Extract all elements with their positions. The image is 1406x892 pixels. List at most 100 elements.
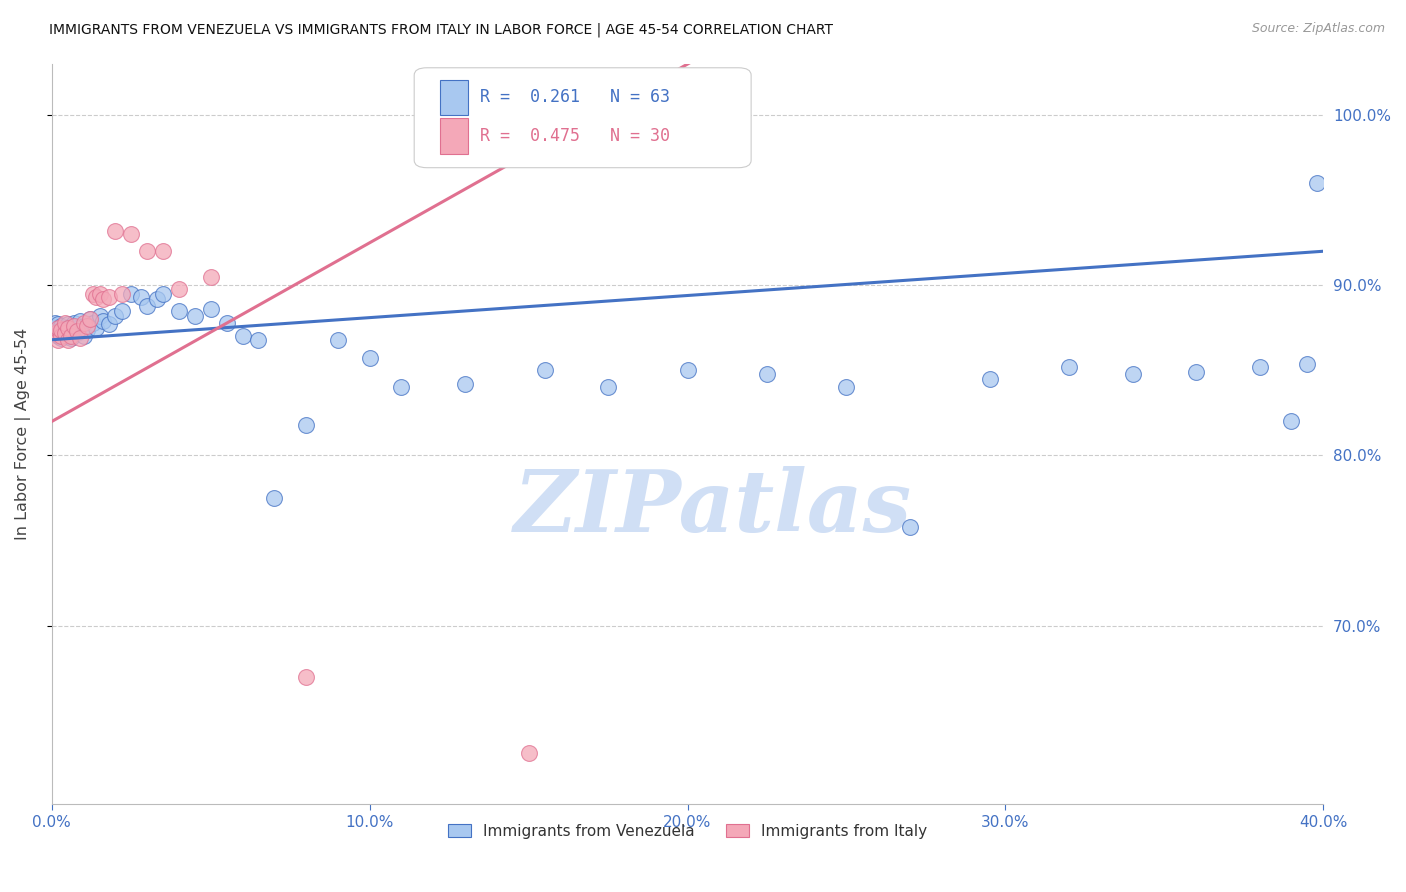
Point [56, 321, 79, 335]
Point [59, 319, 82, 334]
Point [200, 302, 222, 317]
Point [51, 322, 73, 336]
Point [69, 314, 91, 328]
Point [1122, 367, 1144, 381]
Point [359, 351, 381, 366]
Point [454, 376, 477, 391]
Point [51, 331, 73, 345]
Point [56, 333, 79, 347]
Point [89, 286, 111, 301]
Point [326, 333, 349, 347]
Point [215, 316, 238, 330]
Point [46, 321, 69, 335]
Point [1306, 176, 1329, 190]
Point [111, 303, 134, 318]
Point [232, 329, 254, 343]
Point [53, 322, 76, 336]
Point [46, 324, 69, 338]
Point [1281, 414, 1303, 428]
Point [46, 329, 69, 343]
Point [72, 316, 94, 330]
Point [184, 309, 207, 323]
Point [91, 314, 114, 328]
Point [63, 316, 86, 330]
Point [51, 326, 73, 340]
Point [44, 326, 66, 340]
Point [46, 318, 69, 332]
Point [391, 380, 413, 394]
Point [79, 312, 101, 326]
Y-axis label: In Labor Force | Age 45-54: In Labor Force | Age 45-54 [15, 328, 31, 541]
Point [756, 367, 779, 381]
Point [53, 326, 76, 340]
Point [120, 227, 142, 242]
Point [44, 321, 66, 335]
Point [136, 299, 159, 313]
Point [79, 312, 101, 326]
Point [1057, 359, 1080, 374]
Point [53, 321, 76, 335]
Point [86, 321, 108, 335]
Point [295, 417, 318, 432]
Point [263, 491, 285, 505]
Point [53, 316, 76, 330]
Point [104, 224, 127, 238]
Point [69, 331, 91, 345]
Point [145, 292, 167, 306]
Point [59, 329, 82, 343]
Point [167, 282, 190, 296]
Point [835, 380, 858, 394]
Point [66, 321, 89, 335]
Point [533, 363, 555, 377]
Point [979, 372, 1001, 386]
Point [82, 286, 104, 301]
Point [152, 286, 174, 301]
Point [136, 244, 159, 259]
Point [56, 329, 79, 343]
Point [51, 329, 73, 343]
Point [56, 324, 79, 338]
Point [51, 319, 73, 334]
Text: IMMIGRANTS FROM VENEZUELA VS IMMIGRANTS FROM ITALY IN LABOR FORCE | AGE 45-54 CO: IMMIGRANTS FROM VENEZUELA VS IMMIGRANTS … [49, 22, 834, 37]
Point [56, 318, 79, 332]
Point [1296, 357, 1319, 371]
Point [98, 290, 121, 304]
Point [247, 333, 270, 347]
Point [76, 322, 98, 336]
Point [53, 327, 76, 342]
Point [596, 380, 619, 394]
Legend: Immigrants from Venezuela, Immigrants from Italy: Immigrants from Venezuela, Immigrants fr… [441, 817, 934, 845]
Point [676, 363, 699, 377]
Point [66, 326, 89, 340]
Point [129, 290, 152, 304]
Point [89, 309, 111, 323]
Point [1185, 365, 1208, 379]
Point [120, 286, 142, 301]
FancyBboxPatch shape [440, 118, 468, 153]
Point [104, 309, 127, 323]
Point [152, 244, 174, 259]
Point [86, 290, 108, 304]
Text: R =  0.261   N = 63: R = 0.261 N = 63 [481, 88, 671, 106]
Point [44, 316, 66, 330]
Point [1249, 359, 1271, 374]
Point [66, 324, 89, 338]
Text: Source: ZipAtlas.com: Source: ZipAtlas.com [1251, 22, 1385, 36]
Point [98, 318, 121, 332]
FancyBboxPatch shape [415, 68, 751, 168]
Point [72, 319, 94, 334]
Point [91, 292, 114, 306]
Text: ZIPatlas: ZIPatlas [515, 467, 912, 550]
Point [295, 670, 318, 684]
Point [63, 319, 86, 334]
Point [59, 331, 82, 345]
Point [72, 329, 94, 343]
Point [82, 316, 104, 330]
Point [167, 303, 190, 318]
Point [46, 333, 69, 347]
Point [63, 322, 86, 336]
Point [200, 269, 222, 284]
Text: R =  0.475   N = 30: R = 0.475 N = 30 [481, 127, 671, 145]
Point [898, 520, 921, 534]
FancyBboxPatch shape [440, 79, 468, 115]
